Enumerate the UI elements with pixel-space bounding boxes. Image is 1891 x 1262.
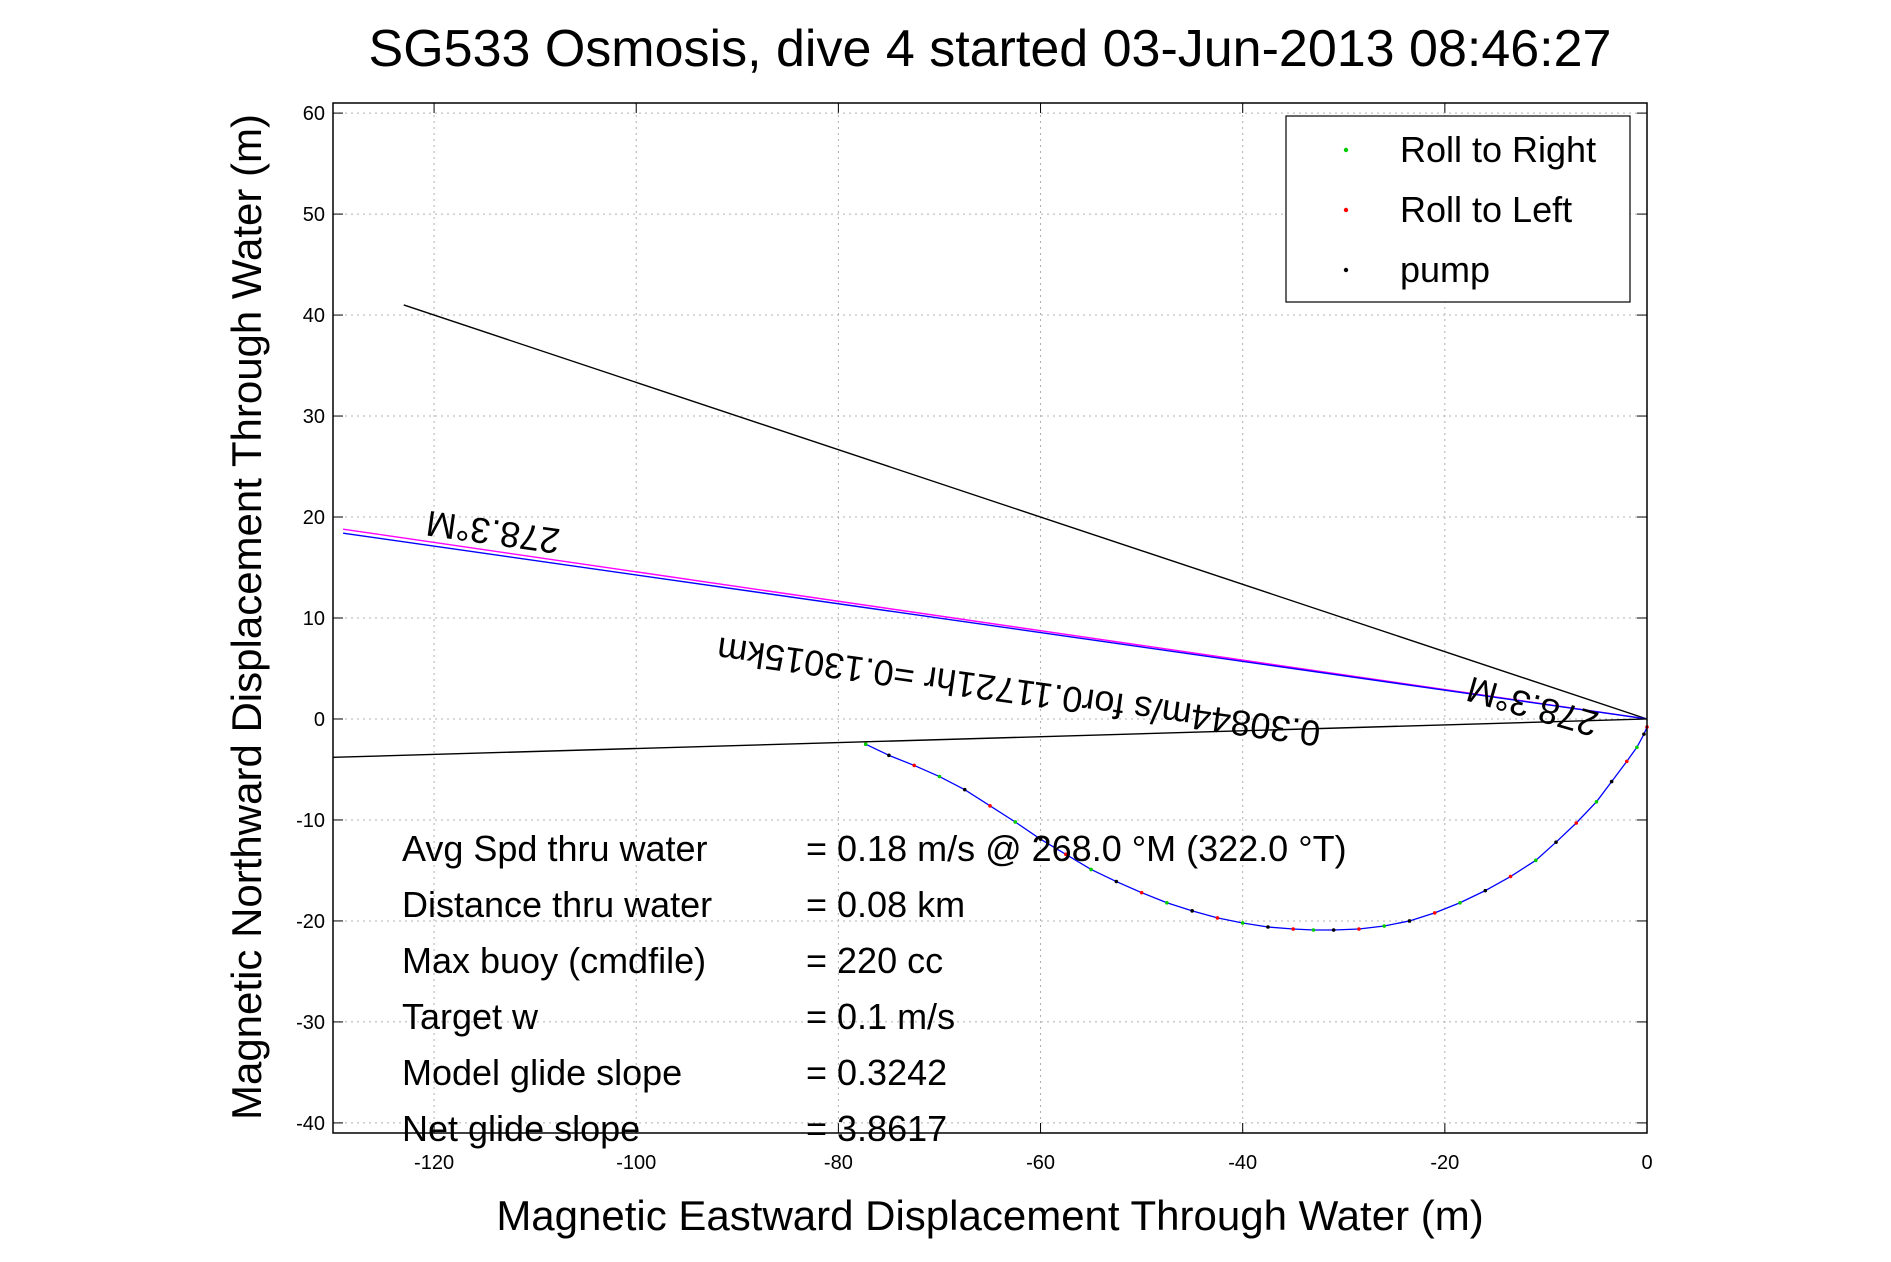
track-point: [1635, 745, 1639, 750]
track-point: [1574, 821, 1579, 825]
reference-line: [343, 532, 1648, 720]
x-tick-label: -20: [1430, 1152, 1459, 1174]
stat-label: Target w: [402, 996, 539, 1037]
y-tick-label: 0: [314, 709, 325, 731]
track-point: [1609, 779, 1614, 784]
track-point: [1594, 799, 1599, 804]
stats-block: Avg Spd thru water = 0.18 m/s @ 268.0 °M …: [402, 828, 1347, 1149]
y-tick-label: 20: [303, 507, 325, 529]
stat-value: = 3.8617: [806, 1108, 947, 1149]
x-tick-label: -80: [824, 1152, 853, 1174]
x-tick-label: 0: [1641, 1152, 1652, 1174]
legend-label: Roll to Right: [1400, 129, 1596, 170]
track-point: [1064, 852, 1068, 857]
track-line: [865, 726, 1648, 931]
track-point: [1357, 927, 1361, 931]
track-point: [887, 753, 891, 758]
legend-label: pump: [1400, 249, 1490, 290]
legend-box: [1285, 115, 1631, 303]
x-tick-label: -60: [1026, 1152, 1055, 1174]
y-tick-label: 50: [303, 204, 325, 226]
chart-title: SG533 Osmosis, dive 4 started 03-Jun-201…: [369, 20, 1612, 78]
track-point: [988, 804, 992, 808]
track-point: [937, 774, 942, 779]
grid: [333, 103, 1648, 1133]
stat-value: = 0.1 m/s: [806, 996, 955, 1037]
track-point: [1432, 911, 1437, 915]
stat-label: Distance thru water: [402, 884, 712, 925]
track-point: [1038, 837, 1043, 841]
y-tick-label: 10: [303, 608, 325, 630]
track-point: [1165, 900, 1169, 905]
y-tick-label: -40: [296, 1113, 325, 1135]
legend-label: Roll to Left: [1400, 189, 1572, 230]
track-point: [1139, 890, 1144, 895]
reference-line: [403, 304, 1648, 720]
track-point: [1331, 928, 1336, 932]
y-tick-label: -30: [296, 1012, 325, 1034]
track-point: [1534, 858, 1538, 863]
track-point: [962, 787, 967, 792]
y-tick-labels: -40 -30 -20 -10 0 10 20 30 40 50 60: [296, 103, 325, 1135]
x-tick-labels: -120 -100 -80 -60 -40 -20 0: [414, 1152, 1653, 1174]
track-point: [1311, 928, 1316, 932]
track-point: [863, 742, 868, 747]
y-tick-label: -20: [296, 911, 325, 933]
stat-value: = 220 cc: [806, 940, 943, 981]
legend-marker: [1343, 207, 1349, 213]
track-point: [1240, 921, 1245, 925]
stat-label: Max buoy (cmdfile): [402, 940, 706, 981]
y-tick-label: -10: [296, 810, 325, 832]
track-point: [1508, 874, 1513, 879]
track-point: [1642, 732, 1646, 736]
axes-box: [332, 102, 1648, 1134]
y-tick-label: 30: [303, 406, 325, 428]
track-point: [1114, 879, 1119, 884]
track-point: [1554, 840, 1558, 844]
x-tick-label: -40: [1228, 1152, 1257, 1174]
legend: Roll to Right Roll to Left pump: [1285, 115, 1631, 303]
track-point: [1382, 924, 1386, 928]
x-tick-label: -120: [414, 1152, 454, 1174]
track-point: [1407, 919, 1412, 923]
track-point: [1624, 759, 1629, 764]
y-tick-label: 40: [303, 305, 325, 327]
stat-label: Avg Spd thru water: [402, 828, 708, 869]
stat-label: Net glide slope: [402, 1108, 640, 1149]
stat-label: Model glide slope: [402, 1052, 682, 1093]
track-point: [1013, 820, 1018, 824]
x-tick-label: -100: [616, 1152, 656, 1174]
track-point: [912, 763, 916, 768]
track-point: [1483, 888, 1488, 893]
x-axis-label: Magnetic Eastward Displacement Through W…: [496, 1192, 1483, 1239]
reference-line: [332, 718, 1648, 759]
y-axis-label: Magnetic Northward Displacement Through …: [223, 114, 270, 1120]
track-point: [1458, 900, 1462, 905]
track-point: [1089, 867, 1093, 872]
dive-track: [863, 725, 1649, 932]
stat-value: = 0.08 km: [806, 884, 965, 925]
legend-marker: [1343, 267, 1349, 273]
track-point: [1190, 909, 1194, 913]
stat-value: = 0.3242: [806, 1052, 947, 1093]
legend-marker: [1343, 147, 1349, 153]
track-point: [1291, 927, 1296, 931]
track-point: [1215, 916, 1220, 920]
reference-lines: [332, 304, 1648, 759]
stat-value: = 0.18 m/s @ 268.0 °M (322.0 °T): [806, 828, 1347, 869]
y-tick-label: 60: [303, 103, 325, 125]
track-point: [1266, 925, 1270, 929]
